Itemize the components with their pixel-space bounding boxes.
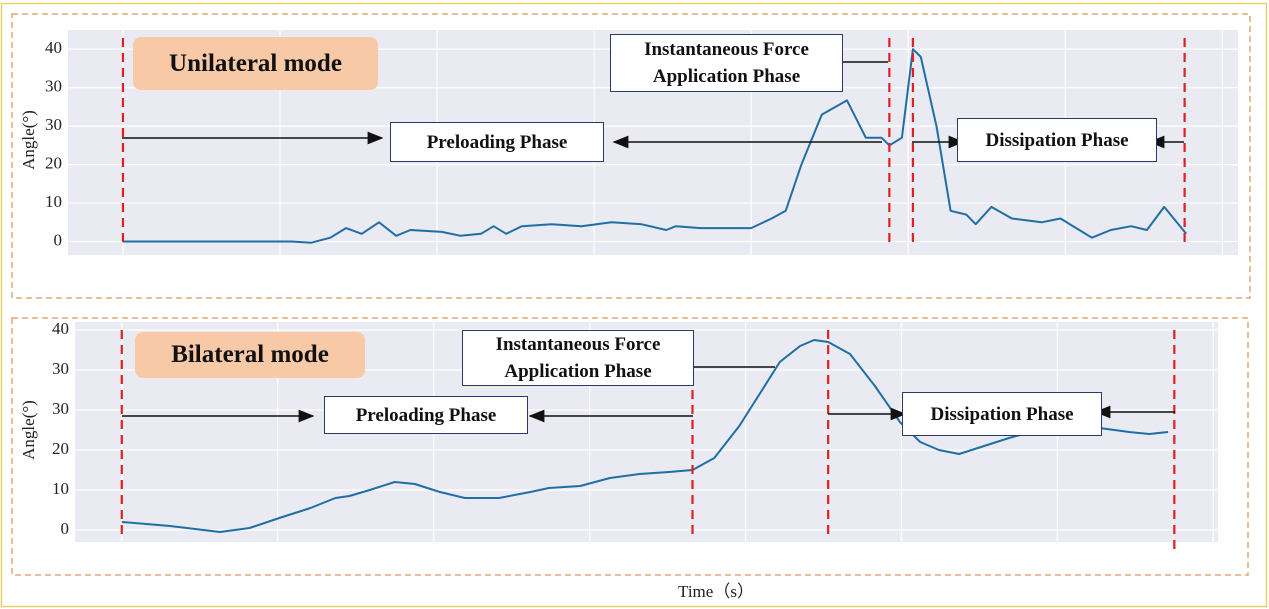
- phase-label: Dissipation Phase: [957, 118, 1157, 162]
- data-line: [121, 339, 1169, 533]
- phase-label: Instantaneous Force Application Phase: [462, 330, 694, 386]
- y-axis-label: Angle(°): [19, 400, 38, 460]
- panel-border: [11, 317, 1249, 576]
- phase-label: Preloading Phase: [324, 396, 528, 434]
- phase-label: Instantaneous Force Application Phase: [610, 34, 843, 92]
- mode-label: Unilateral mode: [133, 37, 378, 90]
- mode-label: Bilateral mode: [135, 332, 365, 378]
- phase-label: Preloading Phase: [390, 122, 604, 162]
- y-tick-label: 0: [61, 519, 70, 538]
- y-tick-label: 10: [52, 479, 69, 498]
- y-tick-label: 30: [52, 359, 69, 378]
- y-tick-label: 10: [45, 192, 62, 211]
- panel-border: [11, 13, 1251, 299]
- y-tick-label: 40: [45, 38, 62, 57]
- phase-label: Dissipation Phase: [902, 392, 1102, 436]
- y-tick-label: 40: [52, 319, 69, 338]
- y-tick-label: 20: [45, 154, 62, 173]
- y-tick-label: 30: [52, 399, 69, 418]
- y-tick-label: 0: [54, 230, 63, 249]
- data-line: [123, 48, 1187, 244]
- y-tick-label: 30: [45, 77, 62, 96]
- y-tick-label: 30: [45, 115, 62, 134]
- y-axis-label: Angle(°): [19, 110, 38, 170]
- x-axis-label: Time（s）: [678, 582, 754, 601]
- y-tick-label: 20: [52, 439, 69, 458]
